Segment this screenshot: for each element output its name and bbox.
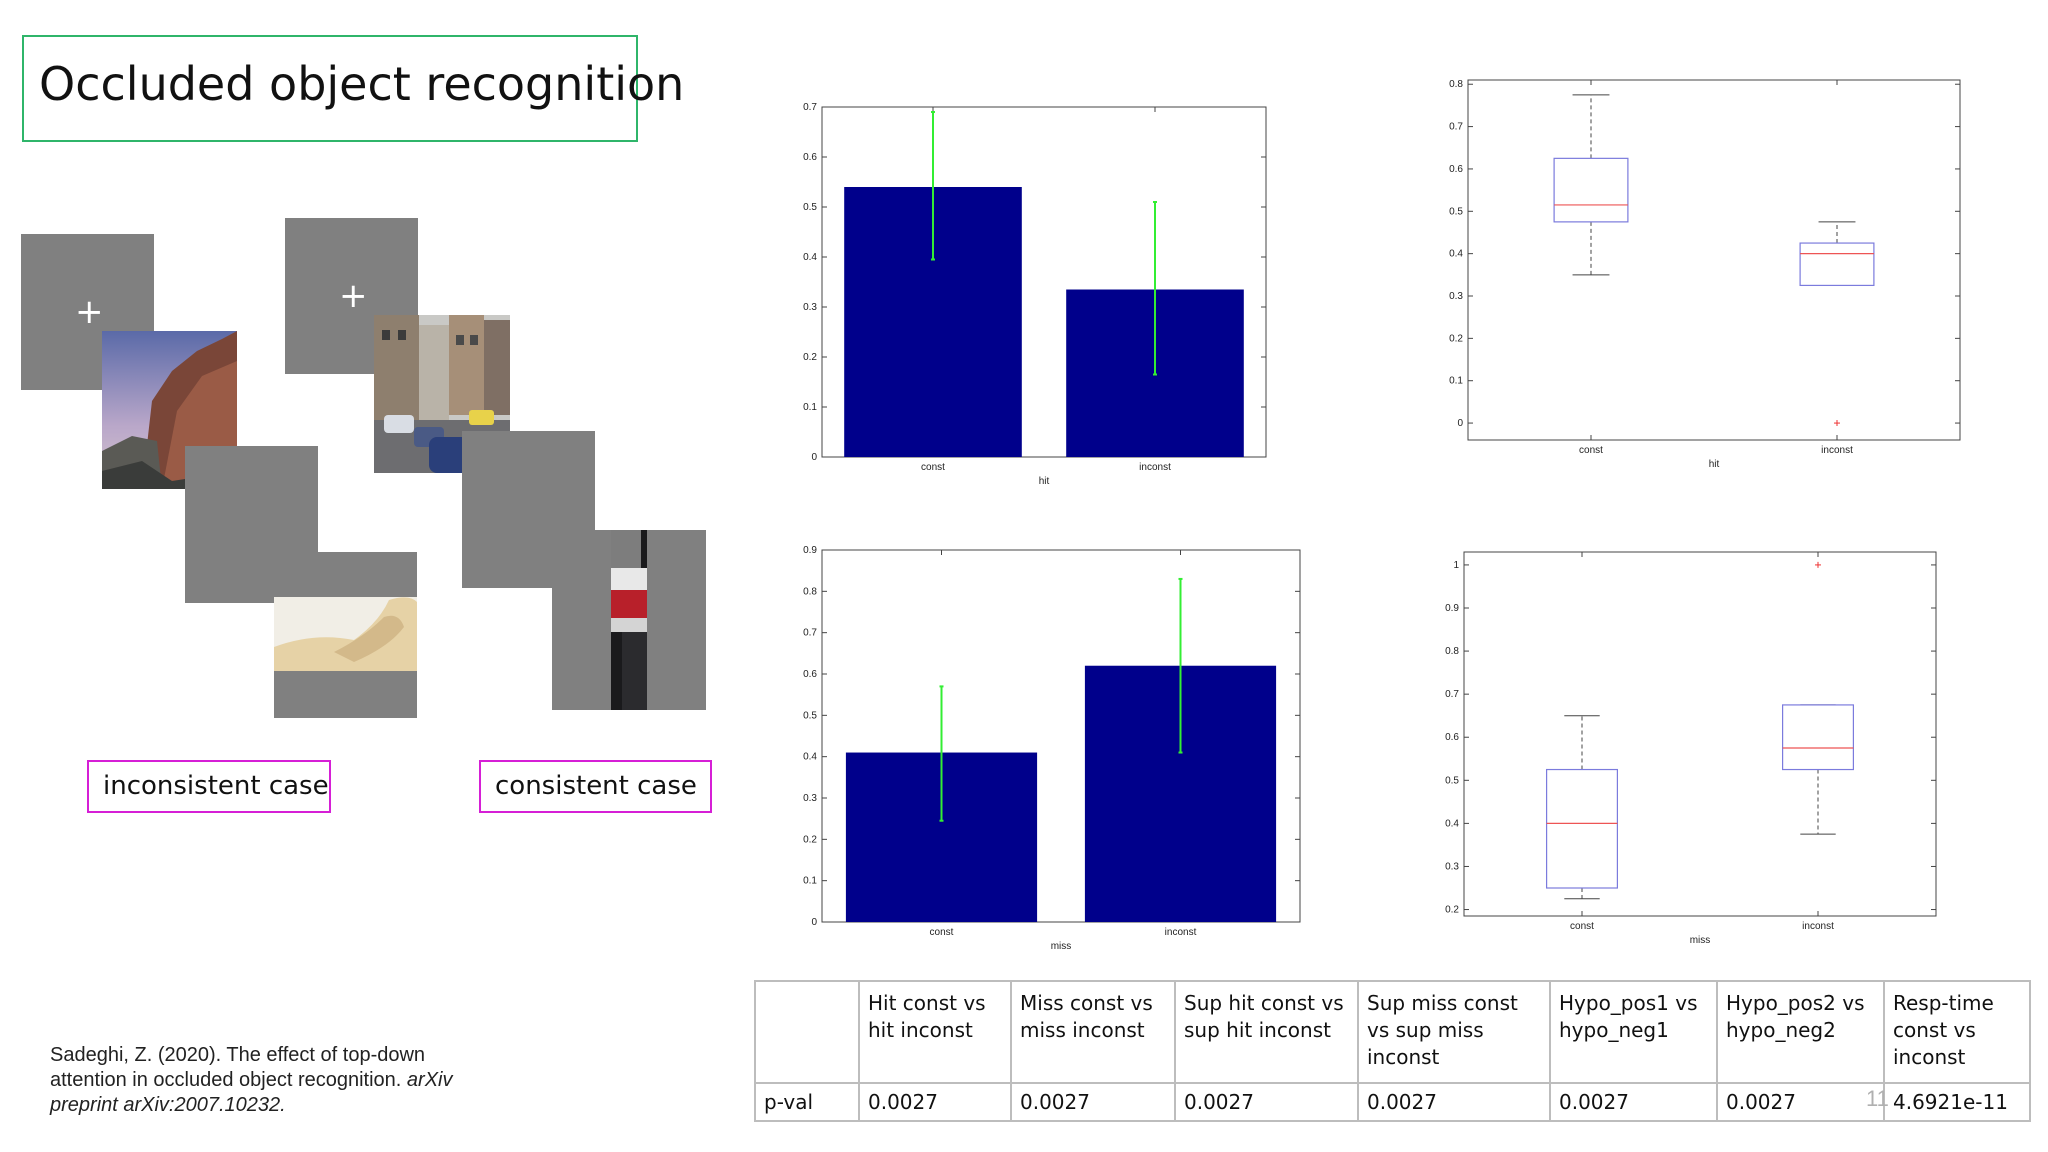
x-tick-label: const (1579, 445, 1603, 456)
table-header-cell: Sup miss const vs sup miss inconst (1357, 980, 1551, 1084)
plot-frame (821, 106, 1267, 458)
y-tick-label: 0.3 (1445, 861, 1459, 872)
y-tick-label: 0.5 (1445, 775, 1459, 786)
p-value-table: Hit const vs hit inconst Miss const vs m… (754, 980, 2031, 1122)
y-tick-label: 0 (811, 917, 817, 928)
x-tick-label: inconst (1821, 445, 1853, 456)
y-tick-label: 0.7 (1445, 689, 1459, 700)
table-cell: 0.0027 (858, 1082, 1012, 1122)
table-cell: 4.6921e-11 (1883, 1082, 2031, 1122)
x-axis-label: miss (1690, 935, 1711, 946)
y-tick-label: 1 (1453, 560, 1459, 571)
occluded-frame-inconsistent (274, 552, 417, 718)
box (1782, 704, 1855, 771)
y-tick-label: 0.5 (803, 202, 817, 213)
x-axis-label: hit (1709, 459, 1720, 470)
y-tick-label: 0.4 (803, 252, 817, 263)
x-tick-label: inconst (1802, 921, 1834, 932)
title-box: Occluded object recognition (22, 35, 684, 142)
page-number: 11 (1866, 1086, 1889, 1111)
citation: Sadeghi, Z. (2020). The effect of top-do… (50, 1043, 520, 1118)
y-tick-label: 0.4 (1449, 249, 1463, 260)
chart-hit-box: 0 0.1 0.2 0.3 0.4 0.5 0.6 0.7 0.8 const inconst hit (1449, 79, 1961, 470)
fixation-frame-inconsistent: + (21, 234, 154, 390)
y-tick-label: 0.5 (803, 710, 817, 721)
x-axis-label: miss (1051, 941, 1072, 952)
y-tick-label: 0.1 (803, 876, 817, 887)
table-row: p-val 0.0027 0.0027 0.0027 0.0027 0.0027… (754, 1082, 2031, 1122)
y-tick-label: 0.6 (1449, 164, 1463, 175)
table-header-cell: Sup hit const vs sup hit inconst (1174, 980, 1359, 1084)
box (1553, 157, 1629, 223)
fixation-cross: + (75, 292, 104, 332)
table-cell: 0.0027 (1716, 1082, 1885, 1122)
table-cell: 0.0027 (1357, 1082, 1551, 1122)
citation-line2: attention in occluded object recognition… (50, 1068, 520, 1093)
plot-area: 0 0.1 0.2 0.3 0.4 0.5 0.6 0.7 const inconst hit (803, 102, 1267, 487)
plot-area: 0 0.1 0.2 0.3 0.4 0.5 0.6 0.7 0.8 const inconst hit (1449, 79, 1961, 470)
plot-area: 0 0.1 0.2 0.3 0.4 0.5 0.6 0.7 0.8 0.9 const inconst… (803, 545, 1301, 952)
x-tick-label: const (930, 927, 954, 938)
table-cell: 0.0027 (1010, 1082, 1176, 1122)
y-tick-label: 0.1 (803, 402, 817, 413)
fixation-cross: + (339, 276, 368, 316)
y-tick-label: 0.6 (803, 669, 817, 680)
y-tick-label: 0.2 (803, 352, 817, 363)
y-tick-label: 0.9 (1445, 603, 1459, 614)
y-tick-label: 0.2 (1449, 333, 1463, 344)
y-tick-label: 0 (811, 452, 817, 463)
y-tick-label: 0.5 (1449, 206, 1463, 217)
table-header-row: Hit const vs hit inconst Miss const vs m… (754, 980, 2031, 1084)
y-tick-label: 0.9 (803, 545, 817, 556)
citation-title-text: attention in occluded object recognition… (50, 1069, 407, 1091)
consistent-case-label: consistent case (479, 760, 712, 813)
y-tick-label: 0.8 (1449, 79, 1463, 90)
table-header-cell: Resp-time const vs inconst (1883, 980, 2031, 1084)
y-tick-label: 0.8 (1445, 646, 1459, 657)
chart-miss-bar: 0 0.1 0.2 0.3 0.4 0.5 0.6 0.7 0.8 0.9 const inconst… (803, 545, 1301, 952)
table-header-cell: Hypo_pos2 vs hypo_neg2 (1716, 980, 1885, 1084)
slide-title: Occluded object recognition (39, 57, 685, 111)
box (1545, 768, 1619, 889)
y-tick-label: 0.3 (1449, 291, 1463, 302)
table-header-cell: Hit const vs hit inconst (858, 980, 1012, 1084)
table-cell: 0.0027 (1174, 1082, 1359, 1122)
plot-area: 0.2 0.3 0.4 0.5 0.6 0.7 0.8 0.9 1 const inconst mis… (1445, 551, 1937, 946)
y-tick-label: 0.6 (1445, 732, 1459, 743)
y-tick-label: 0.1 (1449, 376, 1463, 387)
y-tick-label: 0.8 (803, 586, 817, 597)
y-tick-label: 0.7 (1449, 122, 1463, 133)
y-tick-label: 0.4 (803, 752, 817, 763)
y-tick-label: 0.3 (803, 302, 817, 313)
plot-frame (1463, 551, 1937, 917)
table-cell: 0.0027 (1549, 1082, 1718, 1122)
x-tick-label: const (921, 462, 945, 473)
x-axis-label: hit (1039, 476, 1050, 487)
inconsistent-case-label: inconsistent case (87, 760, 331, 813)
y-tick-label: 0.6 (803, 152, 817, 163)
plot-frame (1467, 79, 1961, 441)
chart-hit-bar: 0 0.1 0.2 0.3 0.4 0.5 0.6 0.7 const inconst hit (803, 102, 1267, 487)
y-tick-label: 0.2 (803, 834, 817, 845)
table-header-cell (754, 980, 860, 1084)
y-tick-label: 0.7 (803, 102, 817, 113)
plot-frame (821, 549, 1301, 923)
box (1799, 242, 1875, 287)
table-header-cell: Hypo_pos1 vs hypo_neg1 (1549, 980, 1718, 1084)
x-tick-label: inconst (1139, 462, 1171, 473)
citation-line3: preprint arXiv:2007.10232. (50, 1094, 286, 1116)
chart-miss-box: 0.2 0.3 0.4 0.5 0.6 0.7 0.8 0.9 1 const inconst mis… (1445, 551, 1937, 946)
occluded-frame-consistent (552, 530, 706, 710)
table-header-cell: Miss const vs miss inconst (1010, 980, 1176, 1084)
y-tick-label: 0 (1457, 418, 1463, 429)
x-tick-label: const (1570, 921, 1594, 932)
y-tick-label: 0.7 (803, 628, 817, 639)
y-tick-label: 0.3 (803, 793, 817, 804)
table-cell-row-label: p-val (754, 1082, 860, 1122)
y-tick-label: 0.4 (1445, 818, 1459, 829)
citation-line1: Sadeghi, Z. (2020). The effect of top-do… (50, 1044, 426, 1066)
x-tick-label: inconst (1165, 927, 1197, 938)
y-tick-label: 0.2 (1445, 905, 1459, 916)
citation-venue: arXiv (406, 1069, 453, 1091)
